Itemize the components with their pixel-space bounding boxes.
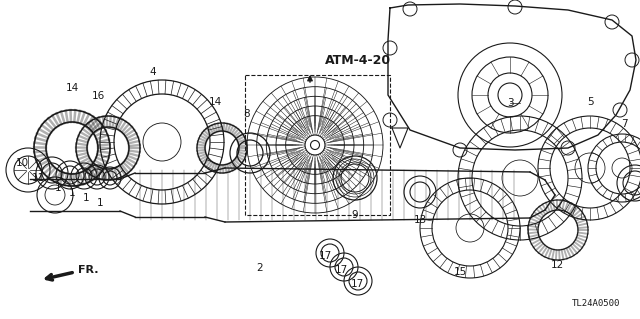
- Text: 1: 1: [97, 198, 103, 208]
- Text: 13: 13: [413, 215, 427, 225]
- Text: 15: 15: [453, 267, 467, 277]
- Text: 5: 5: [588, 97, 595, 107]
- Text: 17: 17: [334, 265, 348, 275]
- Text: 10: 10: [15, 158, 29, 168]
- Text: 14: 14: [65, 83, 79, 93]
- Text: 1: 1: [68, 188, 76, 198]
- Text: TL24A0500: TL24A0500: [572, 299, 620, 308]
- Text: FR.: FR.: [78, 265, 99, 275]
- Text: 17: 17: [318, 251, 332, 261]
- Text: 4: 4: [150, 67, 156, 77]
- Text: 3: 3: [507, 98, 513, 108]
- Text: 7: 7: [621, 119, 627, 129]
- Bar: [245, 75, 390, 215]
- Text: 2: 2: [257, 263, 263, 273]
- Text: 8: 8: [244, 109, 250, 119]
- Text: 1: 1: [54, 183, 61, 193]
- Text: 9: 9: [352, 210, 358, 220]
- Text: ATM-4-20: ATM-4-20: [325, 54, 391, 66]
- Text: 11: 11: [31, 173, 45, 183]
- Text: 17: 17: [350, 279, 364, 289]
- Text: 1: 1: [83, 193, 90, 203]
- Text: 12: 12: [550, 260, 564, 270]
- Text: 16: 16: [92, 91, 104, 101]
- Text: 14: 14: [209, 97, 221, 107]
